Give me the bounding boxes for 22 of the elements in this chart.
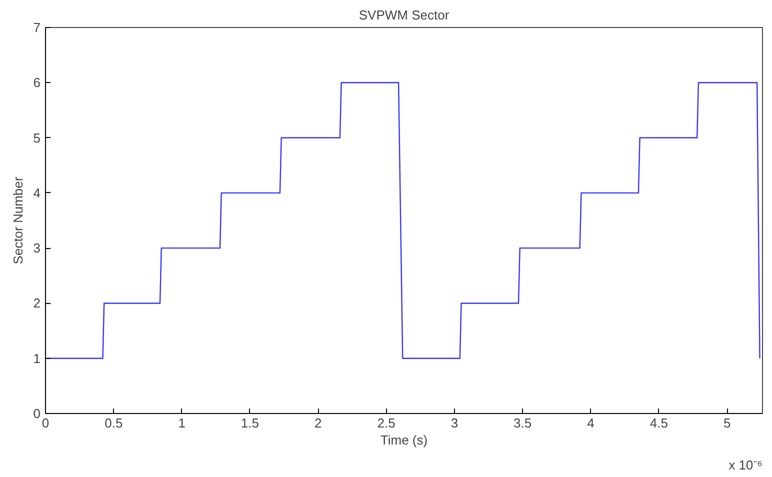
- x-tick-label: 2: [314, 416, 322, 430]
- x-axis-title: Time (s): [380, 432, 428, 448]
- x-tick-label: 3: [450, 416, 458, 430]
- y-tick-label: 7: [33, 20, 41, 35]
- y-tick-label: 3: [33, 240, 41, 256]
- y-tick-label: 5: [33, 130, 41, 146]
- x-tick-label: 5: [723, 416, 731, 430]
- x-tick-label: 1.5: [240, 416, 260, 430]
- x-tick-label: 3.5: [514, 416, 532, 430]
- x-tick-label: 0.5: [104, 416, 123, 430]
- x-tick-label: 4: [587, 416, 594, 430]
- chart-title: SVPWM Sector: [358, 8, 450, 22]
- y-axis-title: Sector Number: [10, 176, 26, 264]
- y-tick-label: 0: [33, 406, 41, 421]
- x-tick-label: 1: [178, 416, 186, 430]
- text: x 10⁻⁶: [728, 458, 763, 472]
- y-tick-label: 4: [33, 185, 41, 200]
- y-tick-label: 6: [33, 75, 41, 90]
- y-tick-label: 2: [33, 296, 41, 311]
- x-tick-label: 2.5: [377, 416, 396, 430]
- x-tick-label: 4.5: [650, 416, 668, 430]
- y-tick-label: 1: [33, 350, 41, 366]
